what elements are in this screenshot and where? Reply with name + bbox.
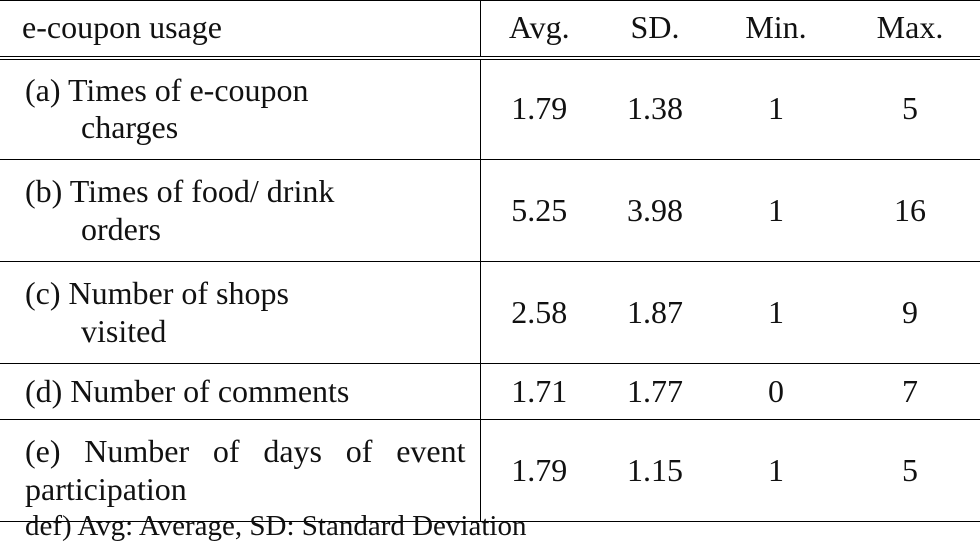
row-label: (b) Times of food/ drink orders: [0, 160, 480, 262]
cell-min: 1: [768, 191, 784, 228]
table-row: (d) Number of comments 1.71 1.77 0 7: [0, 363, 980, 420]
row-label-line2: participation: [25, 470, 187, 507]
cell-min: 1: [768, 90, 784, 127]
statistics-table-container: e-coupon usage Avg. SD. Min. Max. (a) Ti…: [0, 0, 980, 522]
cell-max: 16: [894, 191, 926, 228]
cell-sd: 3.98: [627, 191, 683, 228]
header-avg: Avg.: [479, 0, 598, 58]
cell-min: 0: [768, 372, 784, 409]
row-label-line2: visited: [81, 312, 167, 349]
cell-min: 1: [768, 451, 784, 488]
row-label: (a) Times of e-coupon charges: [0, 58, 480, 160]
cell-avg: 1.79: [479, 57, 598, 160]
e-coupon-usage-table: e-coupon usage Avg. SD. Min. Max. (a) Ti…: [0, 0, 980, 522]
cell-max: 7: [902, 372, 918, 409]
table-row: (b) Times of food/ drink orders 5.25 3.9…: [0, 159, 980, 262]
cell-max: 5: [902, 451, 918, 488]
row-label: (c) Number of shops visited: [0, 262, 480, 364]
row-label: (d) Number of comments: [0, 364, 480, 420]
header-sd: SD.: [630, 9, 680, 46]
cell-avg: 2.58: [479, 261, 598, 364]
table-row: (e) Number of days of event participatio…: [0, 419, 980, 522]
row-label-line1: (d) Number of comments: [25, 372, 350, 409]
cell-avg: 5.25: [479, 159, 598, 262]
table-footnote: def) Avg: Average, SD: Standard Deviatio…: [25, 510, 527, 542]
header-label: e-coupon usage: [22, 9, 222, 46]
cell-sd: 1.15: [627, 451, 683, 488]
row-label: (e) Number of days of event participatio…: [0, 420, 480, 522]
row-label-line1: (b) Times of food/ drink: [25, 172, 335, 209]
table-row: (a) Times of e-coupon charges 1.79 1.38 …: [0, 57, 980, 160]
table-row: (c) Number of shops visited 2.58 1.87 1 …: [0, 261, 980, 364]
row-label-line2: orders: [81, 210, 161, 247]
table-body: (a) Times of e-coupon charges 1.79 1.38 …: [0, 57, 980, 522]
cell-avg: 1.79: [479, 419, 598, 522]
row-label-line2: charges: [81, 109, 179, 146]
table-header: e-coupon usage Avg. SD. Min. Max.: [0, 0, 980, 58]
cell-max: 9: [902, 293, 918, 330]
row-label-line1: (a) Times of e-coupon: [25, 71, 309, 108]
cell-sd: 1.77: [627, 372, 683, 409]
header-max: Max.: [876, 9, 944, 46]
row-label-line1: (e) Number of days of event: [25, 432, 466, 469]
row-label-line1: (c) Number of shops: [25, 274, 289, 311]
cell-sd: 1.87: [627, 293, 683, 330]
cell-avg: 1.71: [479, 363, 598, 420]
header-row: e-coupon usage Avg. SD. Min. Max.: [0, 0, 980, 58]
header-min: Min.: [745, 9, 807, 46]
cell-min: 1: [768, 293, 784, 330]
cell-sd: 1.38: [627, 90, 683, 127]
cell-max: 5: [902, 90, 918, 127]
